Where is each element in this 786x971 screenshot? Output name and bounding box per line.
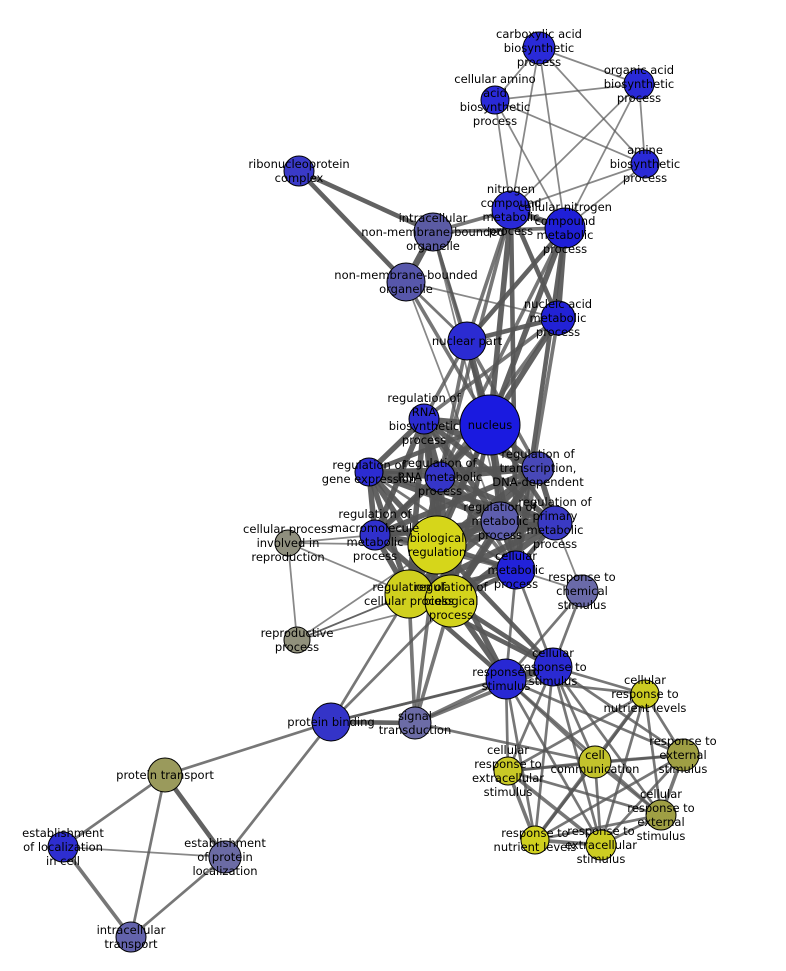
graph-edge	[533, 753, 685, 842]
graph-node-cellular_response_to_stimulus[interactable]: cellular response to stimulus	[533, 647, 573, 687]
graph-node-establishment_of_localization_in_cell[interactable]: establishment of localization in cell	[47, 831, 79, 863]
graph-node-regulation_of_transcription_dna_dependent[interactable]: regulation of transcription, DNA-depende…	[521, 451, 555, 485]
graph-edge	[551, 665, 603, 847]
graph-edge	[61, 773, 167, 849]
graph-node-response_to_chemical_stimulus[interactable]: response to chemical stimulus	[565, 574, 599, 608]
graph-edge	[129, 855, 227, 939]
graph-edge	[551, 665, 663, 817]
graph-edge	[329, 599, 453, 724]
graph-edge	[538, 47, 640, 85]
graph-node-cellular_response_to_nutrient_levels[interactable]: cellular response to nutrient levels	[630, 679, 660, 709]
graph-edge	[494, 83, 640, 101]
graph-edge	[533, 665, 555, 842]
graph-edge	[61, 845, 133, 939]
graph-edge	[287, 542, 298, 641]
graph-node-cellular_response_to_external_stimulus[interactable]: cellular response to external stimulus	[645, 799, 677, 831]
graph-edge	[551, 665, 685, 757]
edge-layer	[61, 47, 685, 939]
graph-edge	[413, 721, 597, 764]
graph-node-reproductive_process[interactable]: reproductive process	[283, 626, 311, 654]
graph-edge	[464, 225, 568, 344]
graph-node-response_to_stimulus[interactable]: response to stimulus	[485, 658, 527, 700]
graph-node-carboxylic_acid_biosynthetic_process[interactable]: carboxylic acid biosynthetic process	[522, 31, 556, 65]
graph-node-ribonucleoprotein_complex[interactable]: ribonucleoprotein complex	[283, 155, 315, 187]
graph-edge	[494, 99, 646, 165]
graph-node-cellular_amino_acid_biosynthetic_process[interactable]: cellular amino acid biosynthetic process	[480, 85, 510, 115]
graph-edge	[62, 846, 226, 858]
graph-edge	[506, 769, 603, 847]
graph-edge	[510, 83, 640, 211]
graph-edge	[504, 677, 603, 847]
graph-edge	[538, 47, 646, 165]
graph-node-cellular_process_involved_in_reproduction[interactable]: cellular process involved in reproductio…	[274, 529, 302, 557]
graph-edge	[504, 677, 647, 696]
graph-node-cellular_response_to_extracellular_stimulus[interactable]: cellular response to extracellular stimu…	[493, 756, 523, 786]
graph-node-protein_transport[interactable]: protein transport	[147, 757, 183, 793]
graph-edge	[296, 168, 409, 285]
graph-edge	[564, 83, 640, 229]
graph-node-nucleus[interactable]: nucleus	[459, 394, 521, 456]
graph-edge	[504, 677, 663, 817]
graph-edge	[405, 281, 559, 319]
graph-node-regulation_of_rna_metabolic_process[interactable]: regulation of RNA metabolic process	[424, 461, 456, 493]
graph-node-response_to_external_stimulus[interactable]: response to external stimulus	[666, 738, 700, 772]
graph-node-non_membrane_bounded_organelle[interactable]: non-membrane-bounded organelle	[386, 262, 426, 302]
graph-node-intracellular_non_membrane_bounded_organelle[interactable]: intracellular non-membrane-bounded organ…	[413, 212, 453, 252]
graph-edge	[533, 813, 663, 842]
graph-node-establishment_of_protein_localization[interactable]: establishment of protein localization	[208, 840, 242, 874]
graph-edge	[422, 316, 560, 421]
graph-edge	[538, 47, 566, 229]
graph-edge	[506, 692, 647, 773]
graph-node-biological_regulation[interactable]: biological regulation	[407, 515, 467, 575]
graph-node-nitrogen_compound_metabolic_process[interactable]: nitrogen compound metabolic process	[491, 190, 531, 230]
graph-edge	[366, 469, 558, 526]
graph-node-response_to_extracellular_stimulus[interactable]: response to extracellular stimulus	[585, 829, 617, 861]
graph-node-organic_acid_biosynthetic_process[interactable]: organic acid biosynthetic process	[623, 68, 655, 100]
graph-node-amine_biosynthetic_process[interactable]: amine biosynthetic process	[630, 149, 660, 179]
graph-edge	[431, 226, 567, 234]
graph-edge	[413, 665, 555, 725]
graph-edge	[129, 773, 167, 939]
graph-node-response_to_nutrient_levels[interactable]: response to nutrient levels	[520, 825, 550, 855]
graph-node-regulation_of_biological_process[interactable]: regulation of biological process	[424, 574, 478, 628]
graph-edge	[506, 769, 663, 817]
graph-edge	[510, 163, 646, 211]
graph-edge	[413, 543, 439, 725]
graph-edge	[504, 677, 685, 757]
graph-edge	[223, 720, 333, 859]
graph-edge	[296, 168, 436, 235]
graph-edge	[510, 47, 540, 211]
graph-node-regulation_of_gene_expression[interactable]: regulation of gene expression	[354, 457, 384, 487]
node-layer[interactable]: carboxylic acid biosynthetic process orga…	[47, 31, 700, 953]
graph-edge	[163, 720, 333, 777]
graph-node-regulation_of_rna_biosynthetic_process[interactable]: regulation of RNA biosynthetic process	[408, 403, 440, 435]
graph-node-protein_binding[interactable]: protein binding	[311, 702, 351, 742]
graph-edge	[599, 692, 647, 847]
graph-node-regulation_of_primary_metabolic_process[interactable]: regulation of primary metabolic process	[537, 505, 573, 541]
graph-node-cellular_metabolic_process[interactable]: cellular metabolic process	[496, 550, 536, 590]
graph-node-cell_communication[interactable]: cell communication	[578, 745, 612, 779]
graph-node-nucleic_acid_metabolic_process[interactable]: nucleic acid metabolic process	[540, 300, 576, 336]
graph-node-signal_transduction[interactable]: signal transduction	[398, 706, 432, 740]
graph-node-intracellular_transport[interactable]: intracellular transport	[115, 921, 147, 953]
graph-node-cellular_nitrogen_compound_metabolic_process[interactable]: cellular nitrogen compound metabolic pro…	[544, 207, 586, 249]
graph-edge	[504, 677, 537, 842]
graph-edge	[643, 692, 663, 817]
graph-node-nuclear_part[interactable]: nuclear part	[447, 321, 487, 361]
graph-node-regulation_of_metabolic_process[interactable]: regulation of metabolic process	[480, 501, 520, 541]
graph-edge	[494, 99, 566, 229]
graph-node-regulation_of_macromolecule_metabolic_process[interactable]: regulation of macromolecule metabolic pr…	[359, 519, 391, 551]
